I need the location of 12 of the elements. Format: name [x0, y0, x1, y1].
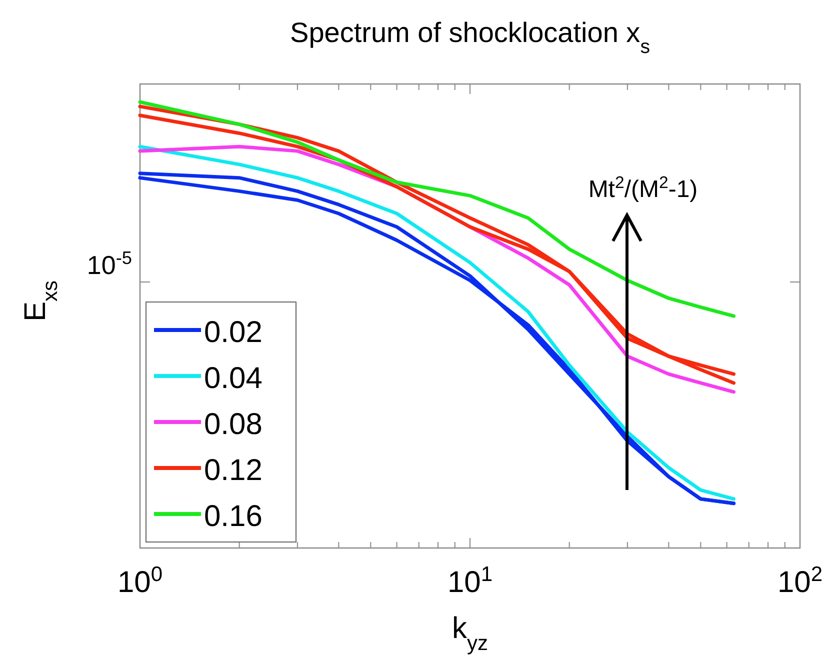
- legend-label: 0.12: [204, 454, 262, 487]
- legend-label: 0.04: [204, 362, 262, 395]
- x-axis-title: k$_{yz}$: [452, 612, 488, 654]
- annotation: Mt$^{2}$/(M$^{2}$-1): [588, 172, 698, 203]
- legend-label: 0.16: [204, 500, 262, 533]
- chart-title: Spectrum of shocklocation x$_{s}$: [290, 17, 650, 58]
- legend-label: 0.08: [204, 408, 262, 441]
- x-tick-label: 10$^{1}$: [447, 562, 493, 599]
- legend-label: 0.02: [204, 316, 262, 349]
- x-tick-label: 10$^{0}$: [117, 562, 163, 599]
- text: 10$^{-5}$: [86, 248, 132, 280]
- x-tick-label: 10$^{2}$: [777, 562, 823, 599]
